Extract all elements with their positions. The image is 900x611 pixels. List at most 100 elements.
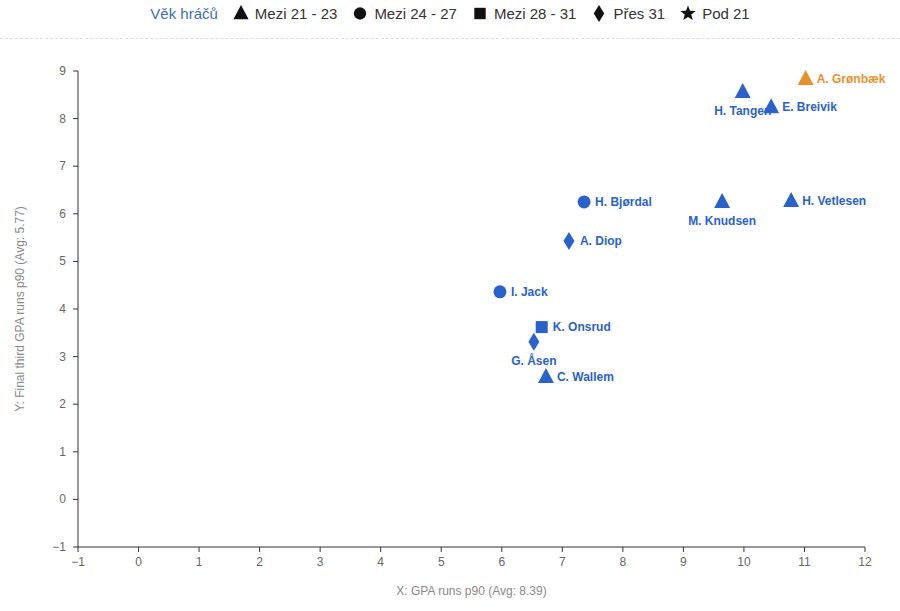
y-tick — [73, 356, 78, 357]
x-tick — [259, 547, 260, 552]
y-tick-label: 1 — [59, 445, 66, 459]
x-axis-line — [78, 547, 865, 548]
y-tick — [73, 118, 78, 119]
point-label: A. Diop — [580, 234, 622, 248]
legend-item: Pod 21 — [679, 4, 750, 22]
point-label: H. Tangen — [714, 104, 771, 118]
y-tick-label: 8 — [59, 112, 66, 126]
x-tick-label: 11 — [798, 555, 811, 569]
point — [798, 70, 814, 85]
legend-marker — [679, 4, 697, 22]
x-tick — [380, 547, 381, 552]
point — [528, 333, 539, 351]
x-tick-label: 0 — [135, 555, 142, 569]
x-tick-label: −1 — [71, 555, 85, 569]
legend-label: Mezi 21 - 23 — [255, 5, 338, 22]
point-label: A. Grønbæk — [817, 72, 886, 86]
x-tick — [622, 547, 623, 552]
x-tick — [441, 547, 442, 552]
y-tick — [73, 166, 78, 167]
point-label: K. Onsrud — [553, 320, 611, 334]
y-tick-label: 7 — [59, 159, 66, 173]
x-tick — [562, 547, 563, 552]
separator — [0, 38, 900, 39]
legend-label: Mezi 24 - 27 — [374, 5, 457, 22]
x-tick-label: 6 — [498, 555, 505, 569]
legend-marker — [590, 4, 608, 22]
x-tick-label: 1 — [196, 555, 203, 569]
legend-item: Mezi 24 - 27 — [351, 4, 457, 22]
y-tick — [73, 547, 78, 548]
x-tick — [865, 547, 866, 552]
y-tick — [73, 309, 78, 310]
legend-marker — [471, 4, 489, 22]
x-axis-title: X: GPA runs p90 (Avg: 8.39) — [396, 584, 546, 598]
point-label: H. Vetlesen — [802, 194, 866, 208]
y-tick-label: 2 — [59, 397, 66, 411]
point — [536, 321, 548, 333]
axes: −10123456789101112−10123456789 — [52, 64, 872, 569]
points — [493, 70, 813, 383]
x-tick — [138, 547, 139, 552]
legend-label: Přes 31 — [613, 5, 665, 22]
y-tick-label: 0 — [59, 492, 66, 506]
legend-item: Mezi 28 - 31 — [471, 4, 577, 22]
point-label: G. Åsen — [511, 353, 556, 368]
y-tick-label: 9 — [59, 64, 66, 78]
legend-title: Věk hráčů — [150, 5, 218, 22]
x-tick — [320, 547, 321, 552]
y-tick-label: 5 — [59, 254, 66, 268]
x-tick — [501, 547, 502, 552]
x-tick-label: 3 — [317, 555, 324, 569]
y-tick-label: 3 — [59, 350, 66, 364]
point — [714, 193, 730, 208]
x-tick — [78, 547, 79, 552]
x-tick-label: 8 — [620, 555, 627, 569]
legend-symbol — [233, 5, 248, 19]
x-tick — [743, 547, 744, 552]
point — [578, 195, 591, 208]
legend-label: Mezi 28 - 31 — [494, 5, 577, 22]
point-label: I. Jack — [511, 285, 548, 299]
legend-marker — [351, 4, 369, 22]
legend-symbol — [594, 5, 604, 22]
legend-symbol — [680, 5, 695, 20]
point-label: C. Wallem — [557, 370, 614, 384]
y-tick — [73, 499, 78, 500]
point-labels: A. Grønbæk H. Tangen E. Breivik M. Knudsen H… — [511, 72, 886, 384]
y-tick — [73, 213, 78, 214]
y-tick — [73, 261, 78, 262]
y-tick-label: 4 — [59, 302, 66, 316]
point — [735, 83, 751, 98]
x-tick-label: 2 — [256, 555, 263, 569]
legend-item: Přes 31 — [590, 4, 665, 22]
legend-symbol — [474, 8, 485, 19]
legend: Věk hráčů Mezi 21 - 23 Mezi 24 - 27 Mezi 28… — [0, 4, 900, 22]
y-tick — [73, 71, 78, 72]
point-label: H. Bjørdal — [595, 195, 652, 209]
y-tick — [73, 404, 78, 405]
legend-symbol — [354, 7, 366, 19]
x-tick — [683, 547, 684, 552]
point-label: M. Knudsen — [688, 214, 756, 228]
y-tick-label: 6 — [59, 207, 66, 221]
x-tick-label: 12 — [858, 555, 872, 569]
point — [493, 285, 506, 298]
point-label: E. Breivik — [782, 100, 837, 114]
chart: −10123456789101112−10123456789X: GPA run… — [0, 0, 900, 611]
point — [563, 232, 574, 250]
point — [783, 192, 799, 207]
y-tick — [73, 451, 78, 452]
x-tick-label: 5 — [438, 555, 445, 569]
y-axis-title: Y: Final third GPA runs p90 (Avg: 5.77) — [13, 206, 27, 412]
x-tick-label: 7 — [559, 555, 566, 569]
x-tick-label: 4 — [377, 555, 384, 569]
point — [538, 368, 554, 383]
legend-item: Mezi 21 - 23 — [232, 4, 338, 22]
x-tick-label: 10 — [737, 555, 751, 569]
x-tick — [199, 547, 200, 552]
legend-label: Pod 21 — [702, 5, 750, 22]
y-tick-label: −1 — [52, 540, 66, 554]
x-tick-label: 9 — [680, 555, 687, 569]
legend-marker — [232, 4, 250, 22]
